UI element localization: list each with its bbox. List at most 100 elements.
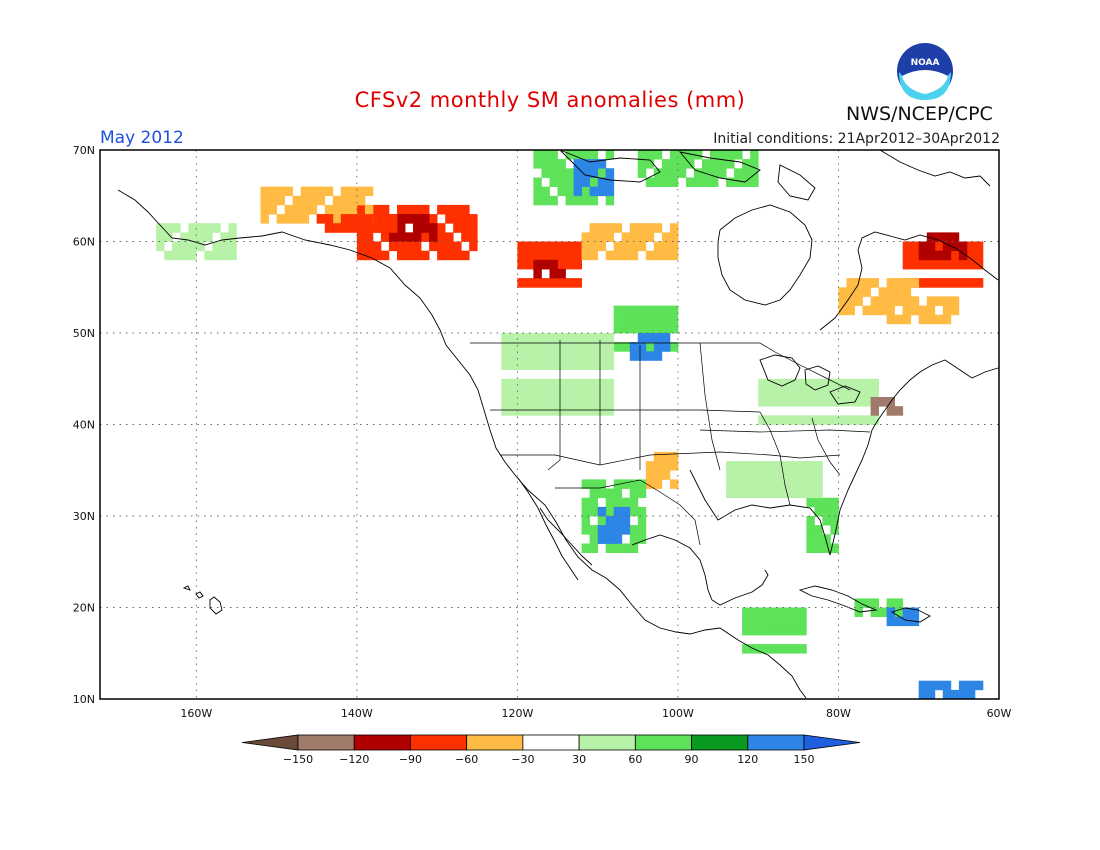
anomaly-cell — [846, 378, 855, 389]
anomaly-cell — [782, 397, 791, 407]
anomaly-cell — [525, 333, 534, 343]
anomaly-cell — [172, 250, 181, 261]
anomaly-cell — [340, 223, 350, 233]
anomaly-cell — [902, 296, 912, 306]
lat-tick-label: 20N — [73, 602, 95, 615]
anomaly-cell — [573, 342, 582, 352]
anomaly-cell — [597, 516, 607, 526]
anomaly-cell — [629, 525, 639, 535]
anomaly-cell — [637, 241, 647, 252]
anomaly-cell — [597, 177, 607, 187]
anomaly-cell — [918, 314, 928, 325]
anomaly-cell — [316, 214, 326, 224]
anomaly-cell — [461, 232, 470, 242]
anomaly-cell — [340, 186, 350, 197]
anomaly-cell — [774, 387, 783, 398]
anomaly-cell — [902, 314, 912, 325]
anomaly-cell — [613, 223, 623, 233]
anomaly-cell — [766, 378, 775, 389]
anomaly-cell — [292, 195, 301, 206]
anomaly-cell — [589, 479, 598, 489]
anomaly-cell — [950, 241, 960, 252]
anomaly-cell — [597, 397, 607, 407]
anomaly-cell — [204, 250, 213, 261]
anomaly-cell — [453, 214, 462, 224]
anomaly-cell — [645, 342, 655, 352]
anomaly-cell — [870, 607, 879, 617]
anomaly-cell — [653, 351, 663, 361]
coastlines — [117, 149, 999, 699]
anomaly-cell — [581, 232, 590, 242]
anomaly-cell — [798, 461, 807, 471]
anomaly-cell — [645, 461, 655, 471]
anomaly-cell — [533, 378, 542, 389]
anomaly-cell — [942, 296, 952, 306]
anomaly-cell — [581, 525, 590, 535]
anomaly-cell — [533, 159, 542, 169]
anomaly-cell — [397, 241, 406, 252]
anomaly-cell — [324, 186, 334, 197]
anomaly-cell — [806, 461, 815, 471]
anomaly-cell — [862, 278, 871, 288]
anomaly-cell — [597, 241, 607, 252]
anomaly-cell — [774, 397, 783, 407]
anomaly-cell — [429, 241, 438, 252]
anomaly-cell — [397, 232, 406, 242]
anomaly-cell — [621, 305, 631, 316]
anomaly-cell — [878, 287, 887, 297]
anomaly-cell — [597, 342, 607, 352]
anomaly-cell — [405, 241, 414, 252]
anomaly-cell — [597, 534, 607, 544]
map-frame — [99, 149, 1000, 700]
anomaly-cell — [533, 195, 542, 206]
anomaly-cell — [557, 241, 566, 252]
anomaly-cell — [276, 186, 285, 197]
anomaly-cell — [445, 241, 454, 252]
anomaly-cell — [356, 204, 366, 215]
anomaly-cell — [718, 159, 727, 169]
anomaly-cell — [581, 479, 590, 489]
anomaly-cell — [942, 278, 952, 288]
anomaly-cell — [750, 470, 759, 480]
anomaly-cell — [798, 644, 807, 654]
anomaly-cell — [870, 378, 879, 389]
anomaly-cell — [589, 159, 598, 169]
anomaly-cell — [549, 278, 558, 288]
anomaly-cell — [814, 378, 823, 389]
anomaly-cell — [726, 488, 735, 499]
lon-tick-label: 160W — [180, 707, 212, 720]
anomaly-cell — [188, 232, 197, 242]
anomaly-cell — [862, 397, 871, 407]
anomaly-cell — [437, 241, 446, 252]
anomaly-cell — [629, 488, 639, 499]
anomaly-cell — [316, 195, 326, 206]
anomaly-cell — [734, 177, 743, 187]
anomaly-cell — [356, 223, 366, 233]
anomaly-cell — [613, 506, 623, 517]
anomaly-cell — [966, 241, 976, 252]
anomaly-cell — [605, 177, 615, 187]
anomaly-cell — [974, 250, 984, 261]
anomaly-cell — [758, 461, 767, 471]
anomaly-cell — [742, 625, 751, 636]
anomaly-cell — [541, 387, 550, 398]
anomaly-cell — [645, 177, 655, 187]
anomaly-cell — [958, 680, 968, 691]
anomaly-cell — [734, 470, 743, 480]
anomaly-cell — [501, 406, 510, 416]
anomaly-cell — [822, 387, 831, 398]
anomaly-cell — [300, 195, 310, 206]
anomaly-cell — [742, 470, 751, 480]
anomaly-cell — [589, 497, 598, 508]
anomaly-cell — [806, 534, 815, 544]
anomaly-cell — [541, 150, 550, 160]
anomaly-cell — [557, 186, 566, 197]
anomaly-cell — [830, 397, 839, 407]
anomaly-cell — [581, 360, 590, 370]
agency-label: NWS/NCEP/CPC — [846, 103, 993, 125]
anomaly-cell — [573, 159, 582, 169]
anomaly-cell — [260, 195, 269, 206]
anomaly-cell — [918, 250, 928, 261]
anomaly-cell — [156, 223, 165, 233]
anomaly-cell — [372, 214, 382, 224]
